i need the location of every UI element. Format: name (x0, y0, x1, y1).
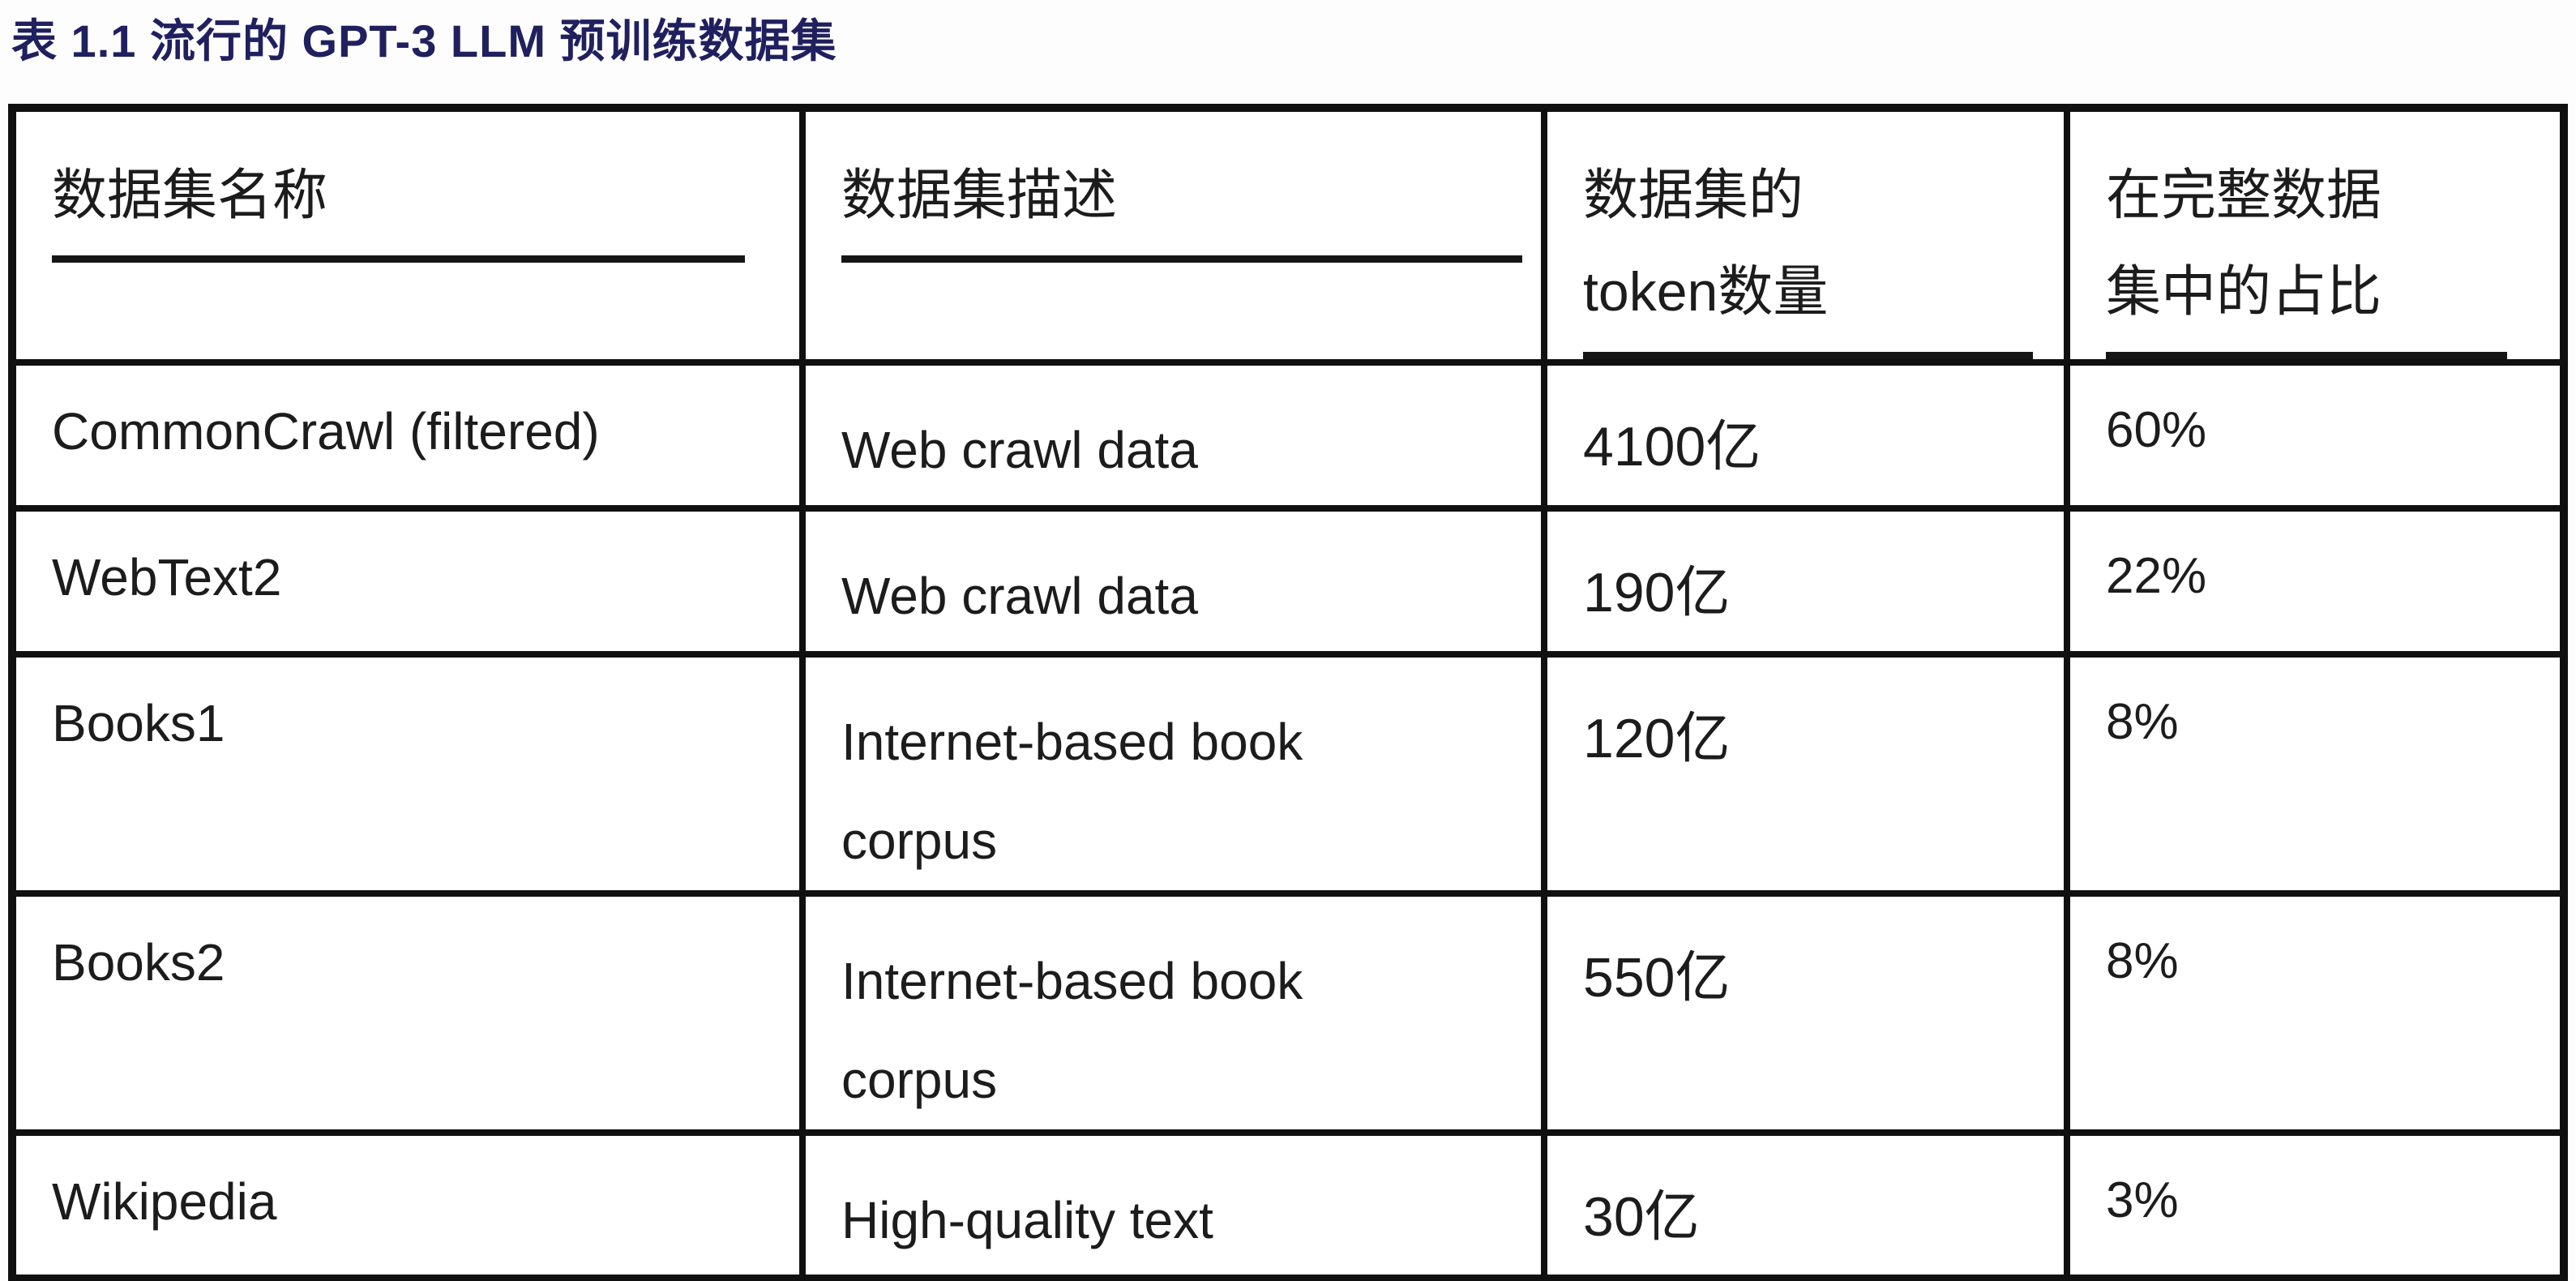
table-row: WebText2 Web crawl data 190亿 22% (9, 505, 2567, 658)
dataset-description-cell: Web crawl data (799, 505, 1547, 658)
token-count-cell: 550亿 (1541, 890, 2070, 1137)
proportion-cell: 8% (2064, 890, 2567, 1137)
token-count-cell: 4100亿 (1541, 359, 2070, 512)
proportion-cell: 60% (2064, 359, 2567, 512)
column-header-proportion: 在完整数据 集中的占比 (2064, 105, 2567, 366)
dataset-name-cell: Books1 (9, 650, 806, 898)
column-header-dataset-name: 数据集名称 (9, 105, 806, 366)
dataset-description-cell: Web crawl data (799, 359, 1547, 512)
dataset-description-cell: High-quality text (799, 1129, 1547, 1281)
dataset-name-cell: Wikipedia (9, 1129, 806, 1281)
header-row: 数据集名称 数据集描述 数据集的 token数量 在完整数据 集中的占比 (9, 105, 2567, 366)
column-header-token-count: 数据集的 token数量 (1541, 105, 2070, 366)
table-row: Wikipedia High-quality text 30亿 3% (9, 1129, 2567, 1281)
dataset-table: 数据集名称 数据集描述 数据集的 token数量 在完整数据 集中的占比 Com… (8, 104, 2568, 1281)
column-header-label: 数据集描述 (841, 148, 1522, 263)
dataset-description-cell: Internet-based book corpus (799, 890, 1547, 1137)
dataset-name-cell: CommonCrawl (filtered) (9, 359, 806, 512)
column-header-label: 数据集名称 (52, 148, 745, 263)
token-count-cell: 190亿 (1541, 505, 2070, 658)
column-header-label: 数据集的 token数量 (1583, 148, 2033, 356)
column-header-dataset-description: 数据集描述 (799, 105, 1547, 366)
dataset-name-cell: WebText2 (9, 505, 806, 658)
proportion-cell: 8% (2064, 650, 2567, 898)
token-count-cell: 30亿 (1541, 1129, 2070, 1281)
page-title: 表 1.1 流行的 GPT-3 LLM 预训练数据集 (11, 15, 837, 66)
table-row: Books1 Internet-based book corpus 120亿 8… (9, 650, 2567, 898)
dataset-description-cell: Internet-based book corpus (799, 650, 1547, 898)
table-row: Books2 Internet-based book corpus 550亿 8… (9, 890, 2567, 1137)
proportion-cell: 3% (2064, 1129, 2567, 1281)
column-header-label: 在完整数据 集中的占比 (2106, 148, 2507, 356)
table-row: CommonCrawl (filtered) Web crawl data 41… (9, 359, 2567, 512)
token-count-cell: 120亿 (1541, 650, 2070, 898)
dataset-name-cell: Books2 (9, 890, 806, 1137)
proportion-cell: 22% (2064, 505, 2567, 658)
